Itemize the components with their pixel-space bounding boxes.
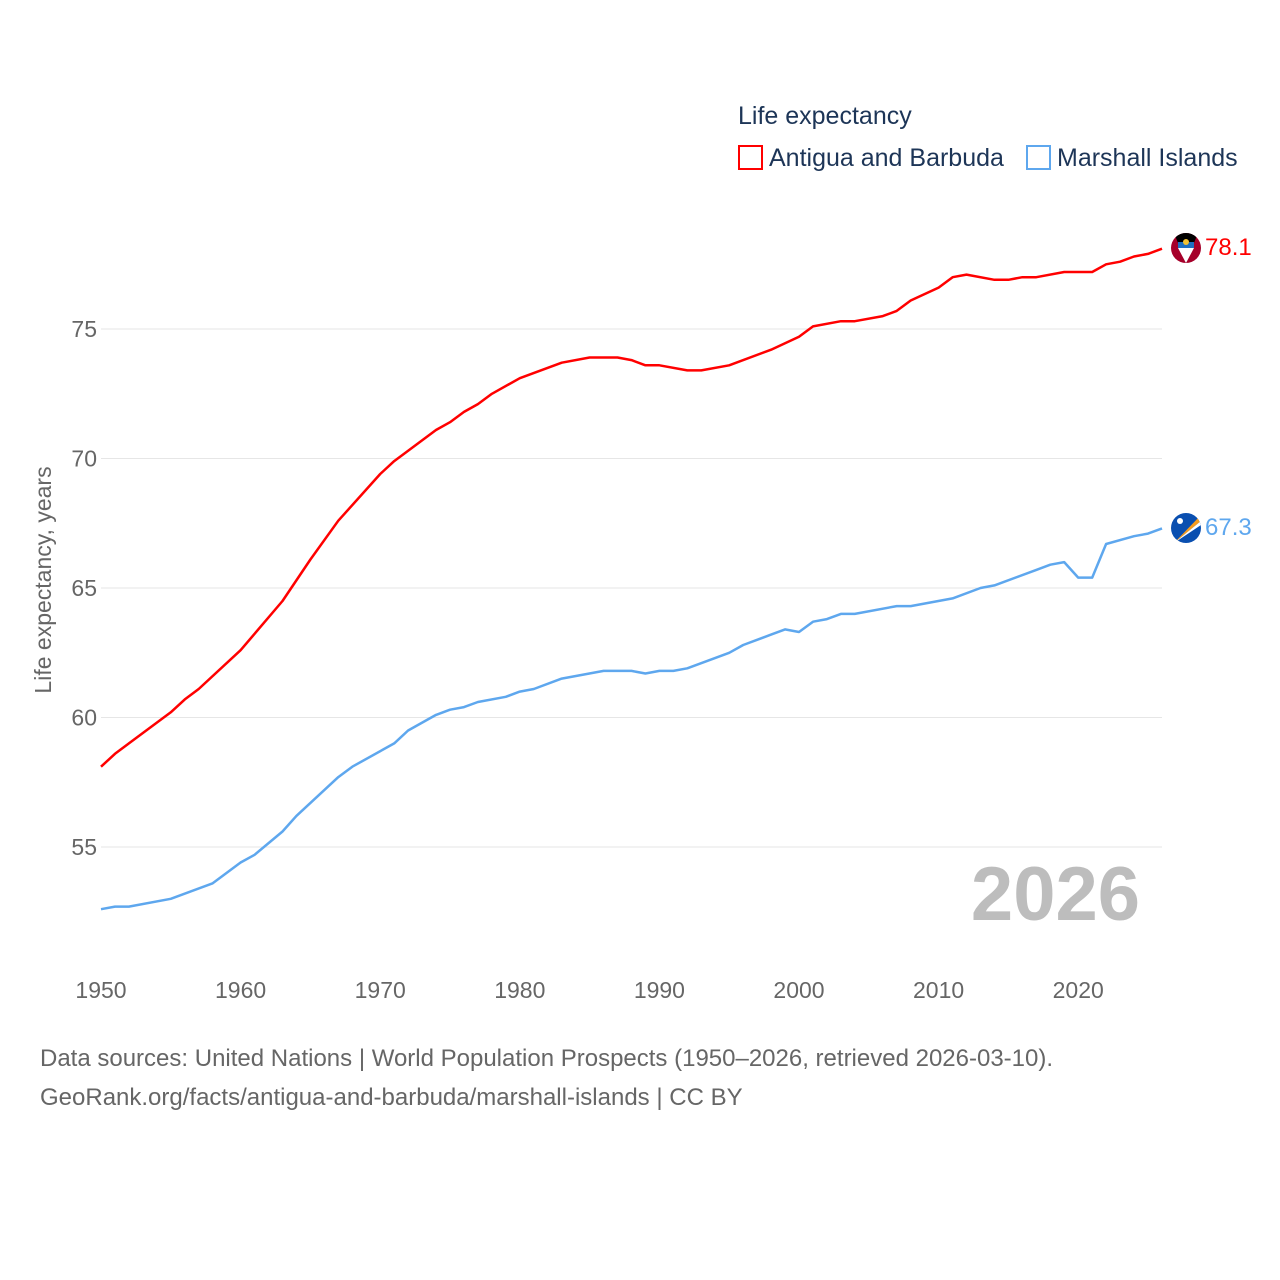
y-axis-label: Life expectancy, years [30, 466, 56, 693]
series-line-1 [100, 527, 1163, 911]
x-tick-2000: 2000 [773, 977, 824, 1003]
x-tick-2010: 2010 [913, 977, 964, 1003]
year-watermark: 2026 [971, 852, 1140, 937]
legend-swatch-marshall [1026, 145, 1051, 170]
legend-label-marshall: Marshall Islands [1057, 144, 1238, 172]
y-tick-55: 55 [71, 834, 97, 860]
gridlines [101, 328, 1162, 848]
x-axis-ticks: 1950 1960 1970 1980 1990 2000 2010 2020 [75, 977, 1103, 1003]
y-tick-65: 65 [71, 575, 97, 601]
legend-label-antigua: Antigua and Barbuda [769, 144, 1004, 172]
y-tick-70: 70 [71, 446, 97, 472]
x-tick-1970: 1970 [355, 977, 406, 1003]
series-line-0 [100, 247, 1163, 768]
y-axis-ticks: 55 60 65 70 75 [71, 316, 97, 860]
end-label-antigua: 78.1 [1205, 234, 1252, 261]
legend-item-antigua[interactable]: Antigua and Barbuda [738, 144, 1004, 172]
x-tick-2020: 2020 [1053, 977, 1104, 1003]
marshall-islands-flag-icon [1171, 513, 1201, 543]
x-tick-1990: 1990 [634, 977, 685, 1003]
end-label-marshall: 67.3 [1205, 514, 1252, 541]
series-lines [100, 247, 1163, 911]
legend-item-marshall[interactable]: Marshall Islands [1026, 144, 1238, 172]
legend-swatch-antigua [738, 145, 763, 170]
legend-title: Life expectancy [738, 102, 912, 130]
source-link[interactable]: GeoRank.org/facts/antigua-and-barbuda/ma… [40, 1084, 743, 1111]
x-tick-1980: 1980 [494, 977, 545, 1003]
y-tick-75: 75 [71, 316, 97, 342]
antigua-and-barbuda-flag-icon [1171, 233, 1201, 263]
y-tick-60: 60 [71, 705, 97, 731]
data-sources-note: Data sources: United Nations | World Pop… [40, 1045, 1054, 1072]
x-tick-1950: 1950 [75, 977, 126, 1003]
x-tick-1960: 1960 [215, 977, 266, 1003]
